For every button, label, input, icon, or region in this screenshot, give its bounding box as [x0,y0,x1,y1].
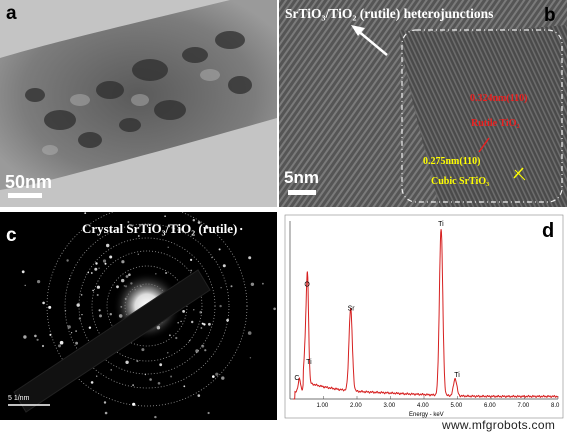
pointer-arrow [356,29,388,56]
nanofiber-tem-micrograph [0,0,277,207]
panel-a-tem-image: a 50nm [0,0,277,207]
x-tick-label: 1.00 [317,403,329,409]
panel-label-a: a [6,3,17,24]
peak-label-ti: Ti [306,359,312,366]
x-tick-label: 7.00 [518,403,530,409]
saed-pattern [0,212,277,420]
peak-label-c: C [294,375,299,382]
panel-b-hrtem-image: SrTiO₃/TiO₂ (rutile) heterojunctions b 0… [279,0,567,207]
panel-label-b: b [544,5,556,26]
lattice-fringe-micrograph [279,0,567,207]
panel-label-d: d [542,220,555,242]
scale-label-c: 5 1/nm [8,395,30,402]
rutile-phase-annotation: Rutile TiO₂ [471,118,520,129]
panel-d-eds-spectrum: 1.00 2.00 3.00 4.00 5.00 6.00 7.00 8.0 C O Ti Sr Ti… [281,211,567,422]
x-tick-label: 4.00 [417,403,429,409]
panel-c-diffraction-pattern: c Crystal SrTiO₃/TiO₂ (rutile) 5 1/nm [0,212,277,420]
scale-label-a: 50nm [5,172,53,192]
crystal-header: Crystal SrTiO₃/TiO₂ (rutile) [82,221,238,236]
spectrum-line [293,229,559,400]
peak-label-o: O [304,281,310,288]
peak-label-ti: Ti [454,372,460,379]
heterojunction-region-outline [401,29,563,203]
x-tick-label: 8.0 [551,403,560,409]
cubic-phase-annotation: Cubic SrTiO₃ [431,176,490,187]
heterojunction-header: SrTiO₃/TiO₂ (rutile) heterojunctions [285,6,494,21]
x-tick-label: 3.00 [384,403,396,409]
cubic-spacing-annotation: 0.275nm(110) [423,156,481,167]
peak-label-ti: Ti [438,221,444,228]
panel-label-c: c [6,225,17,246]
scale-bar [288,190,316,195]
peak-label-sr: Sr [348,305,356,312]
watermark: www.mfgrobots.com [442,418,556,432]
rutile-spacing-annotation: 0.324nm(110) [470,93,528,104]
x-tick-label: 6.00 [484,403,496,409]
scale-label-b: 5nm [284,168,319,187]
x-tick-label: 2.00 [350,403,362,409]
x-tick-label: 5.00 [451,403,463,409]
eds-chart: 1.00 2.00 3.00 4.00 5.00 6.00 7.00 8.0 C O Ti Sr Ti… [284,214,564,419]
scale-bar [8,193,42,198]
x-axis-label: Energy - keV [409,412,444,418]
